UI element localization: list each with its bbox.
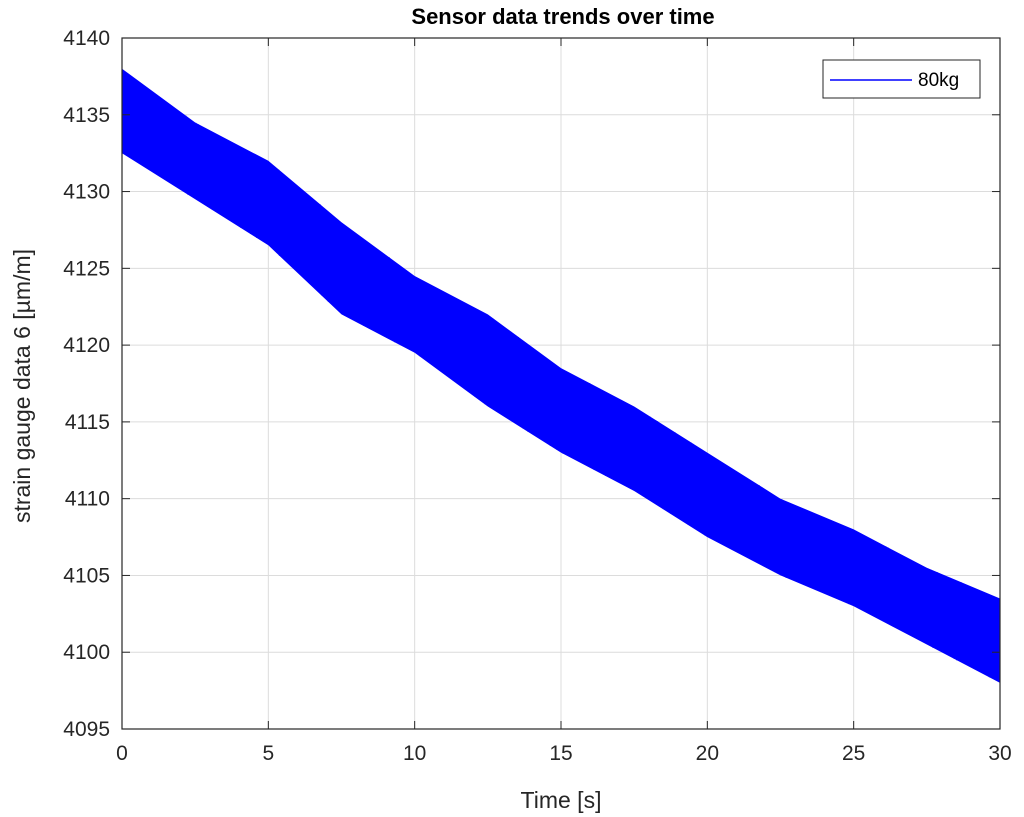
y-tick-label: 4130 (63, 181, 110, 204)
y-tick-label: 4120 (63, 334, 110, 357)
chart-title: Sensor data trends over time (411, 4, 714, 29)
series-layer (121, 68, 1001, 683)
x-tick-label: 15 (549, 742, 572, 765)
legend-label: 80kg (918, 70, 959, 91)
y-tick-label: 4110 (65, 488, 110, 511)
x-tick-label: 20 (696, 742, 719, 765)
y-tick-label: 4115 (65, 411, 110, 434)
x-tick-label: 5 (262, 742, 274, 765)
y-axis-label: strain gauge data 6 [µm/m] (9, 249, 35, 523)
y-tick-label: 4100 (63, 641, 110, 664)
x-tick-label: 25 (842, 742, 865, 765)
series-line (121, 68, 1001, 681)
y-tick-label: 4105 (63, 564, 110, 587)
x-tick-label: 0 (116, 742, 128, 765)
x-tick-label: 30 (988, 742, 1011, 765)
ticks: 0 5 10 15 20 25 30 4095 4100 4105 4110 4115 4120 4125… (63, 27, 1011, 765)
y-tick-label: 4140 (63, 27, 110, 50)
y-tick-label: 4095 (63, 718, 110, 741)
y-tick-label: 4125 (63, 257, 110, 280)
legend-box (822, 59, 981, 99)
plot-area: 0 5 10 15 20 25 30 4095 4100 4105 4110 4115 4120 4125… (63, 27, 1011, 765)
x-axis-label: Time [s] (521, 787, 602, 813)
legend: 80kg (822, 59, 981, 99)
y-tick-label: 4135 (63, 104, 110, 127)
x-tick-label: 10 (403, 742, 426, 765)
